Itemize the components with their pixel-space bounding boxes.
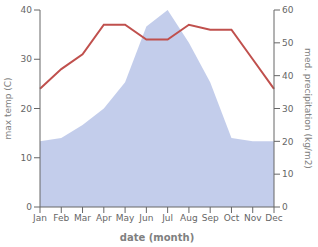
- svg-text:10: 10: [282, 169, 294, 179]
- svg-text:60: 60: [282, 5, 294, 15]
- svg-text:0: 0: [26, 202, 32, 212]
- svg-text:Oct: Oct: [224, 213, 240, 223]
- svg-text:40: 40: [21, 5, 33, 15]
- svg-text:Jun: Jun: [138, 213, 153, 223]
- svg-text:0: 0: [282, 202, 288, 212]
- svg-text:Mar: Mar: [74, 213, 91, 223]
- svg-text:20: 20: [21, 104, 33, 114]
- svg-text:Sep: Sep: [202, 213, 219, 223]
- svg-text:20: 20: [282, 137, 294, 147]
- svg-text:50: 50: [282, 38, 294, 48]
- svg-text:10: 10: [21, 153, 33, 163]
- svg-text:30: 30: [21, 54, 33, 64]
- svg-text:date (month): date (month): [120, 232, 194, 243]
- svg-text:Jul: Jul: [161, 213, 173, 223]
- svg-text:May: May: [116, 213, 135, 223]
- svg-text:Nov: Nov: [244, 213, 262, 223]
- svg-text:Aug: Aug: [180, 213, 198, 223]
- svg-text:med. precipitation (kg/m2): med. precipitation (kg/m2): [303, 48, 313, 169]
- svg-text:max temp (C): max temp (C): [3, 77, 13, 139]
- svg-text:40: 40: [282, 71, 294, 81]
- svg-text:Dec: Dec: [265, 213, 282, 223]
- svg-text:Jan: Jan: [32, 213, 47, 223]
- svg-text:Apr: Apr: [96, 213, 112, 223]
- svg-text:Feb: Feb: [53, 213, 69, 223]
- svg-text:30: 30: [282, 104, 294, 114]
